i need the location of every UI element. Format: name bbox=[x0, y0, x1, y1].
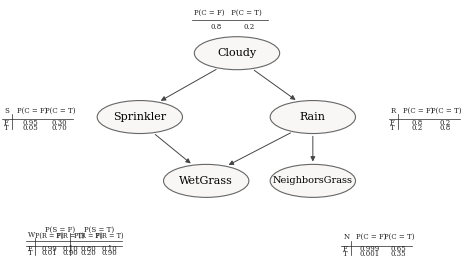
Text: P(R = T): P(R = T) bbox=[95, 231, 123, 239]
Text: 0.2: 0.2 bbox=[243, 23, 255, 31]
Ellipse shape bbox=[270, 164, 356, 197]
Ellipse shape bbox=[194, 37, 280, 70]
Text: R: R bbox=[391, 107, 396, 115]
Text: 0.70: 0.70 bbox=[51, 124, 67, 132]
Text: P(C = F): P(C = F) bbox=[403, 107, 433, 115]
Ellipse shape bbox=[97, 101, 182, 134]
Text: P(C = F): P(C = F) bbox=[356, 233, 386, 241]
Text: 0.10: 0.10 bbox=[63, 245, 79, 253]
Text: Sprinkler: Sprinkler bbox=[113, 112, 166, 122]
Text: P(C = T): P(C = T) bbox=[431, 107, 462, 115]
Text: P(R = F): P(R = F) bbox=[74, 231, 103, 239]
Text: 0.10: 0.10 bbox=[101, 245, 117, 253]
Text: 0.8: 0.8 bbox=[411, 119, 423, 127]
Text: 0.35: 0.35 bbox=[391, 250, 406, 258]
Text: P(S = F): P(S = F) bbox=[45, 226, 75, 234]
Ellipse shape bbox=[270, 101, 356, 134]
Text: 0.90: 0.90 bbox=[63, 250, 79, 257]
Text: 0.8: 0.8 bbox=[210, 23, 221, 31]
Text: Rain: Rain bbox=[300, 112, 326, 122]
Text: F: F bbox=[390, 119, 395, 127]
Text: P(S = T): P(S = T) bbox=[84, 226, 114, 234]
Text: 0.99: 0.99 bbox=[42, 245, 58, 253]
Text: T: T bbox=[4, 124, 9, 132]
Text: 0.01: 0.01 bbox=[42, 250, 58, 257]
Text: P(C = F): P(C = F) bbox=[17, 107, 47, 115]
Text: F: F bbox=[343, 245, 347, 253]
Text: N: N bbox=[344, 233, 350, 241]
Text: T: T bbox=[343, 250, 347, 258]
Text: T: T bbox=[390, 124, 395, 132]
Text: W: W bbox=[28, 231, 36, 239]
Text: 0.999: 0.999 bbox=[360, 245, 380, 253]
Text: S: S bbox=[5, 107, 9, 115]
Text: T: T bbox=[27, 250, 32, 257]
Text: 0.90: 0.90 bbox=[101, 250, 117, 257]
Text: 0.80: 0.80 bbox=[81, 245, 97, 253]
Text: Cloudy: Cloudy bbox=[218, 48, 256, 58]
Text: P(C = T): P(C = T) bbox=[45, 107, 75, 115]
Text: P(C = T): P(C = T) bbox=[384, 233, 414, 241]
Text: 0.95: 0.95 bbox=[23, 119, 39, 127]
Text: 0.30: 0.30 bbox=[52, 119, 67, 127]
Text: P(R = T): P(R = T) bbox=[56, 231, 85, 239]
Text: NeighborsGrass: NeighborsGrass bbox=[273, 176, 353, 185]
Text: 0.05: 0.05 bbox=[23, 124, 39, 132]
Text: 0.2: 0.2 bbox=[440, 119, 451, 127]
Text: F: F bbox=[4, 119, 9, 127]
Text: 0.2: 0.2 bbox=[411, 124, 423, 132]
Text: 0.20: 0.20 bbox=[81, 250, 97, 257]
Text: 0.65: 0.65 bbox=[390, 245, 406, 253]
Text: P(C = F)   P(C = T): P(C = F) P(C = T) bbox=[194, 9, 261, 17]
Ellipse shape bbox=[164, 164, 249, 197]
Text: 0.001: 0.001 bbox=[360, 250, 380, 258]
Text: F: F bbox=[27, 245, 32, 253]
Text: WetGrass: WetGrass bbox=[179, 176, 233, 186]
Text: 0.8: 0.8 bbox=[440, 124, 451, 132]
Text: P(R = F): P(R = F) bbox=[36, 231, 64, 239]
